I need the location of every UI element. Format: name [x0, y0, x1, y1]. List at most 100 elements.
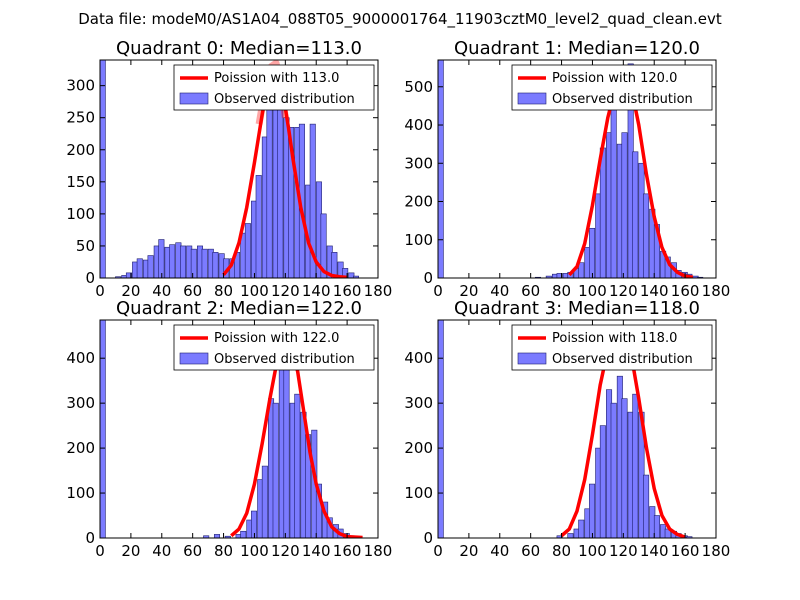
y-tick-label: 0: [423, 269, 433, 287]
histogram-bar: [589, 227, 596, 278]
histogram-bar: [632, 151, 639, 278]
x-tick-label: 140: [302, 282, 331, 300]
histogram-bar: [158, 239, 165, 278]
x-tick-label: 160: [333, 282, 362, 300]
x-tick-label: 120: [271, 282, 300, 300]
x-tick-label: 140: [640, 282, 669, 300]
y-tick-label: 100: [404, 484, 433, 502]
legend: Poission with 122.0 Observed distribution: [173, 324, 375, 371]
legend-entry-model: Poission with 118.0: [552, 331, 677, 346]
x-tick-label: 160: [671, 282, 700, 300]
histogram-bar: [136, 258, 143, 278]
figure-suptitle: Data file: modeM0/AS1A04_088T05_90000017…: [78, 10, 722, 29]
legend-entry-observed: Observed distribution: [214, 92, 355, 107]
subplot-quadrant-1: Quadrant 1: Median=120.00 20 40 60 80 100 120 1…: [404, 38, 730, 300]
histogram-bar: [240, 530, 247, 538]
legend-entry-observed: Observed distribution: [552, 92, 693, 107]
histogram-bar: [212, 252, 219, 278]
histogram-bar: [244, 223, 251, 278]
histogram-bar: [283, 362, 290, 538]
histogram-bar: [599, 425, 606, 538]
histogram-bar: [169, 244, 176, 278]
y-tick-label: 400: [66, 349, 95, 367]
histogram-bar: [610, 402, 617, 538]
y-tick-label: 0: [85, 529, 95, 547]
x-tick-label: 180: [364, 542, 393, 560]
histogram-bar: [320, 213, 327, 278]
subplot-grid: Quadrant 0: Median=113.00 20 40 60 80 100 120 1…: [66, 38, 730, 560]
x-tick-label: 20: [121, 542, 140, 560]
x-tick-label: 0: [95, 282, 105, 300]
histogram-bar: [599, 147, 606, 278]
x-tick-label: 20: [459, 542, 478, 560]
histogram-bar: [315, 483, 322, 538]
histogram-bar: [213, 534, 220, 538]
x-tick-label: 180: [702, 282, 731, 300]
subplot-quadrant-3: Quadrant 3: Median=118.00 20 40 60 80 100 120 1…: [404, 298, 730, 560]
histogram-bar: [309, 123, 316, 278]
legend-entry-observed: Observed distribution: [552, 352, 693, 367]
legend-bar-swatch: [517, 92, 547, 105]
x-tick-label: 20: [121, 282, 140, 300]
histogram-bar: [643, 474, 650, 538]
x-tick-label: 120: [609, 542, 638, 560]
legend: Poission with 113.0 Observed distribution: [173, 64, 375, 111]
x-tick-label: 100: [240, 282, 269, 300]
x-tick-label: 160: [333, 542, 362, 560]
histogram-bar: [277, 98, 284, 278]
y-tick-label: 100: [66, 205, 95, 223]
x-tick-label: 40: [490, 542, 509, 560]
x-tick-label: 80: [214, 542, 233, 560]
histogram-bar: [272, 402, 279, 538]
x-tick-label: 60: [183, 542, 202, 560]
legend-entry-model: Poission with 122.0: [214, 331, 339, 346]
legend-bar-swatch: [179, 352, 209, 365]
histogram-bar: [190, 248, 197, 278]
x-tick-label: 40: [152, 282, 171, 300]
histogram-bar: [100, 60, 106, 278]
histogram-bar: [255, 175, 262, 278]
histogram-bar: [653, 515, 660, 538]
legend-entry-model: Poission with 113.0: [214, 71, 339, 86]
histogram-bar: [621, 398, 628, 538]
legend-entry-model: Poission with 120.0: [552, 71, 677, 86]
histogram-bar: [201, 248, 208, 278]
x-tick-label: 100: [578, 542, 607, 560]
histogram-bar: [288, 127, 295, 278]
y-tick-label: 250: [66, 109, 95, 127]
x-tick-label: 180: [702, 542, 731, 560]
x-tick-label: 0: [433, 542, 443, 560]
axes-frame: [99, 319, 379, 539]
x-tick-label: 140: [302, 542, 331, 560]
x-tick-label: 80: [552, 282, 571, 300]
y-tick-label: 200: [404, 439, 433, 457]
subplot-quadrant-2: Quadrant 2: Median=122.00 20 40 60 80 100 120 1…: [66, 298, 392, 560]
histogram-bar: [100, 320, 106, 538]
y-tick-label: 300: [66, 394, 95, 412]
histogram-bar: [294, 393, 301, 538]
x-tick-label: 160: [671, 542, 700, 560]
plot-title: Quadrant 1: Median=120.0: [454, 38, 700, 59]
histogram-bar: [261, 465, 268, 538]
x-tick-label: 100: [240, 542, 269, 560]
x-tick-label: 40: [152, 542, 171, 560]
histogram-bar: [567, 533, 574, 538]
subplot-quadrant-0: Quadrant 0: Median=113.00 20 40 60 80 100 120 1…: [66, 38, 392, 300]
y-tick-label: 300: [404, 394, 433, 412]
y-tick-label: 400: [404, 349, 433, 367]
x-tick-label: 40: [490, 282, 509, 300]
histogram-bar: [643, 193, 650, 278]
histogram-bar: [610, 101, 617, 278]
y-tick-label: 150: [66, 173, 95, 191]
x-tick-label: 120: [271, 542, 300, 560]
histogram-bar: [147, 255, 154, 278]
y-tick-label: 200: [66, 439, 95, 457]
histogram-bar: [438, 60, 444, 278]
histogram-bar: [438, 320, 444, 538]
y-tick-label: 400: [404, 116, 433, 134]
histogram-bar: [632, 393, 639, 538]
histogram-bars: [438, 60, 704, 278]
histogram-bar: [686, 536, 693, 538]
histogram-bar: [224, 535, 231, 538]
